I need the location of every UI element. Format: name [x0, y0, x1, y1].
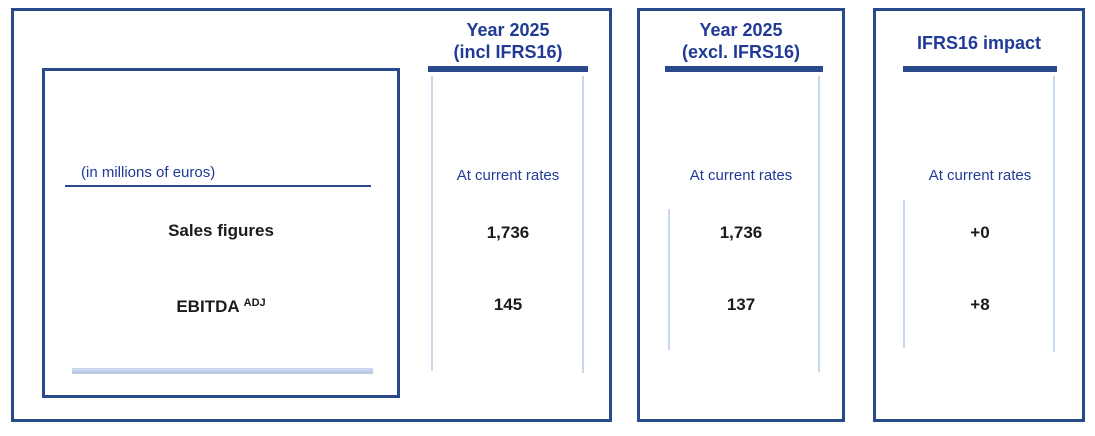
column-header-excl-ifrs16: Year 2025 (excl. IFRS16) — [648, 19, 834, 63]
value-ebitda-incl-ifrs16: 145 — [493, 295, 523, 314]
column-guide-line-right — [582, 76, 584, 373]
header-line1: Year 2025 — [699, 20, 783, 40]
value-sales-ifrs16-impact: +0 — [970, 223, 990, 242]
row-label-sales: Sales figures — [168, 221, 274, 240]
column-header-incl-ifrs16: Year 2025 (incl IFRS16) — [420, 19, 596, 63]
panel-ifrs16-impact: IFRS16 impact At current rates +0 +8 — [873, 8, 1085, 422]
header-line2: (excl. IFRS16) — [681, 42, 801, 62]
footer-double-line — [72, 368, 373, 374]
value-ebitda-ifrs16-impact: +8 — [970, 295, 990, 314]
value-sales-incl-ifrs16: 1,736 — [486, 223, 530, 242]
ebitda-label-text: EBITDA — [176, 297, 240, 316]
row-label-ebitda: EBITDA ADJ — [45, 293, 397, 317]
rate-basis-label: At current rates — [689, 167, 793, 184]
column-guide-line-left — [668, 209, 670, 350]
header-double-rule — [665, 66, 823, 72]
header-line1: Year 2025 — [466, 20, 550, 40]
value-sales-excl-ifrs16: 1,736 — [719, 223, 763, 242]
header-double-rule — [903, 66, 1057, 72]
panel-year2025-incl-ifrs16: (in millions of euros) Sales figures EBI… — [11, 8, 612, 422]
column-guide-line-right — [1053, 76, 1055, 352]
ebitda-adj-superscript: ADJ — [243, 297, 266, 309]
header-double-rule — [428, 66, 588, 72]
rate-basis-label: At current rates — [928, 167, 1032, 184]
panel-year2025-excl-ifrs16: Year 2025 (excl. IFRS16) At current rate… — [637, 8, 845, 422]
column-header-ifrs16-impact: IFRS16 impact — [916, 33, 1042, 53]
column-guide-line-right — [818, 76, 820, 372]
row-labels-box: (in millions of euros) Sales figures EBI… — [42, 68, 400, 398]
column-guide-line-left — [903, 200, 905, 348]
header-line2: (incl IFRS16) — [453, 42, 563, 62]
column-guide-line-left — [431, 76, 433, 371]
rate-basis-label: At current rates — [456, 167, 560, 184]
value-ebitda-excl-ifrs16: 137 — [726, 295, 756, 314]
units-caption: (in millions of euros) — [65, 163, 371, 187]
